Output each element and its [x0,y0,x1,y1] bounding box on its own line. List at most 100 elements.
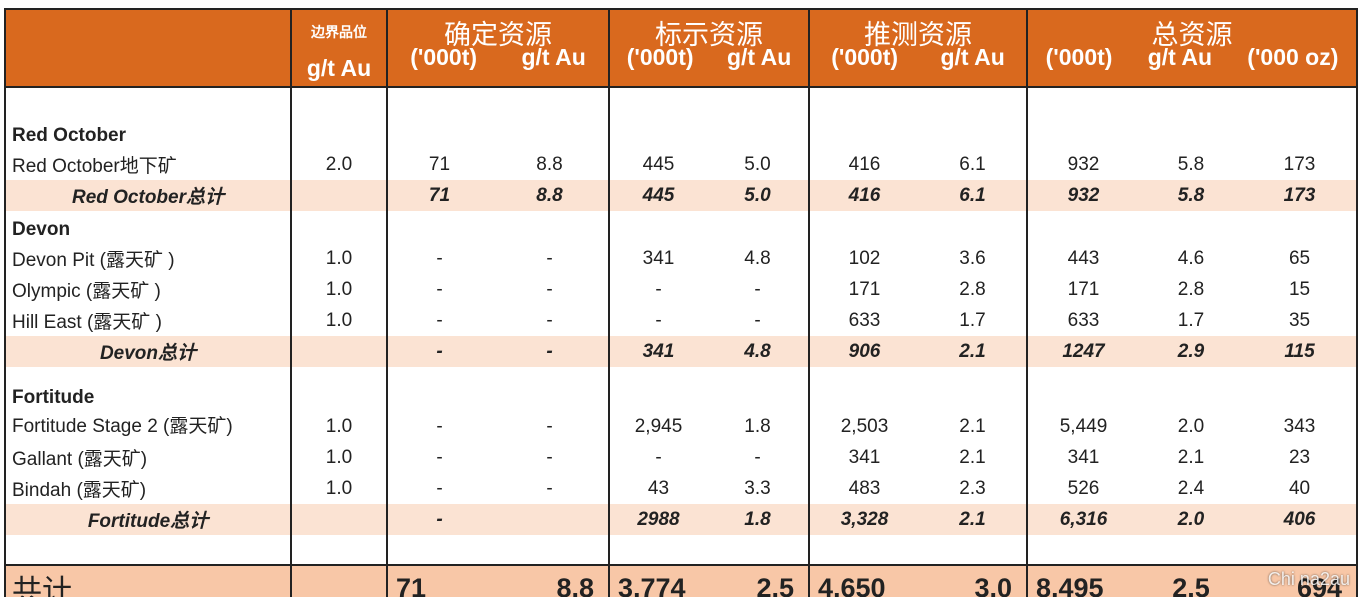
value-cell: 65 [1243,243,1359,274]
table-row: Red October地下矿 2.0 71 8.8 445 5.0 416 6.1 932 5.8… [4,149,1359,180]
subtotal-value: 2.9 [1139,336,1243,367]
header-row: 边界品位 g/t Au 确定资源 ('000t) g/t Au 标示资源 [4,9,1359,87]
value-cell: 5.8 [1177,153,1205,175]
empty-cell [1243,87,1359,123]
empty-cell [1139,535,1243,565]
cutoff-grade: 1.0 [290,442,388,473]
empty-cell [1026,87,1139,123]
subtotal-value: - [491,336,610,367]
deposit-name: Red October地下矿 [4,149,292,180]
cutoff-grade: 2.0 [290,149,388,180]
section-title: Devon [4,217,292,243]
indicated-title: 标示资源 [655,20,763,51]
empty-cell [290,87,388,123]
empty-cell [386,211,491,217]
empty-cell [1243,367,1359,385]
header-total: 总资源 ('000t) g/t Au ('000 oz) [1025,9,1359,87]
subtotal-value: 6,316 [1026,504,1139,535]
subtotal-value: 416 [808,180,919,211]
value-cell: - [491,305,610,336]
empty-cell [1243,385,1359,411]
value-cell: 443 [1026,243,1139,274]
value-cell: 171 [808,274,919,305]
empty-cell [1243,123,1359,149]
empty-cell [608,211,707,217]
value-cell: 173 [1243,149,1359,180]
empty-cell [1243,211,1359,217]
value-cell: 102 [808,243,919,274]
section-title: Fortitude [4,385,292,411]
empty-cell [386,535,491,565]
bottom-spacer-row [4,535,1359,565]
grand-total-value: 8.8 [491,565,610,597]
grand-total-value: 3,774 [608,565,707,597]
cutoff-grade: 1.0 [290,411,388,442]
empty-cell [4,87,292,123]
empty-cell [4,367,292,385]
empty-cell [707,367,810,385]
empty-cell [1026,217,1139,243]
value-cell: - [707,274,810,305]
value-cell: 5.0 [707,149,810,180]
deposit-name: Devon Pit (露天矿 ) [4,243,292,274]
header-cutoff: 边界品位 g/t Au [290,9,388,87]
value-cell: - [491,274,610,305]
value-cell: 8.8 [491,149,610,180]
empty-cell [4,211,292,217]
value-cell: 1.8 [707,411,810,442]
value-cell: 2.4 [1177,477,1205,499]
empty-cell [808,217,919,243]
subtotal-value: 2988 [608,504,707,535]
value-cell: 23 [1243,442,1359,473]
empty-cell [1243,217,1359,243]
empty-cell [707,535,810,565]
value-cell: 40 [1243,473,1359,504]
top-spacer-row [4,87,1359,123]
empty-cell [491,87,610,123]
empty-cell [707,217,810,243]
empty-cell [608,123,707,149]
empty-cell [386,367,491,385]
empty-cell [808,535,919,565]
value-cell: 1.7 [1177,309,1205,331]
value-cell: 932 [1026,149,1139,180]
value-cell: - [707,442,810,473]
resource-table: 边界品位 g/t Au 确定资源 ('000t) g/t Au 标示资源 [4,8,1359,597]
subtotal-value: 71 [386,180,491,211]
empty-cell [290,336,388,367]
subtotal-label: Red October总计 [4,180,292,211]
watermark: Chi na2au [1267,569,1350,589]
subtotal-value: - [386,336,491,367]
empty-cell [290,123,388,149]
empty-cell [1026,385,1139,411]
value-cell: - [608,305,707,336]
subtotal-value: 5.0 [707,180,810,211]
deposit-name: Fortitude Stage 2 (露天矿) [4,411,292,442]
table-row: Olympic (露天矿 ) 1.0- - - -171 2.8 171 2.8 15 [4,274,1359,305]
value-cell: - [608,274,707,305]
subtotal-value: 406 [1243,504,1359,535]
empty-cell [386,123,491,149]
subtotal-label: Devon总计 [4,336,292,367]
value-cell: 2.3 [919,473,1028,504]
section-gap-row [4,367,1359,385]
resource-table-container: 边界品位 g/t Au 确定资源 ('000t) g/t Au 标示资源 [4,8,1359,597]
empty-cell [707,87,810,123]
value-cell: 71 [386,149,491,180]
empty-cell [707,123,810,149]
grand-total-value: 8,495 [1026,565,1139,597]
value-cell: - [386,473,491,504]
grand-total-row: 共计 71 8.8 3,774 2.5 4,650 3.0 8,495 2.5 694 [4,565,1359,597]
value-cell: 3.6 [919,243,1028,274]
header-inferred: 推测资源 ('000t) g/t Au [808,9,1028,87]
subtotal-value: 2.0 [1139,504,1243,535]
section-gap-row [4,211,1359,217]
subtotal-value: 115 [1243,336,1359,367]
empty-cell [491,535,610,565]
cutoff-grade: 1.0 [290,473,388,504]
empty-cell [919,211,1028,217]
subtotal-value: 932 [1026,180,1139,211]
empty-cell [1026,123,1139,149]
value-cell: - [491,243,610,274]
empty-cell [1139,385,1243,411]
